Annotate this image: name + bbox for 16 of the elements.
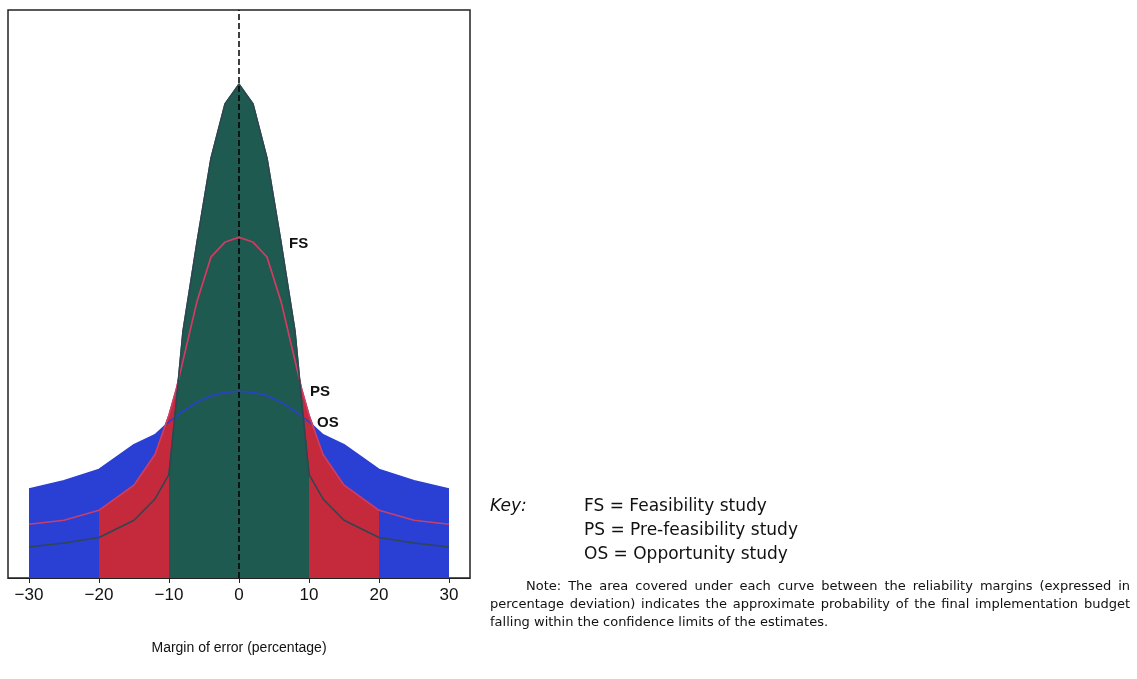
x-tick-label: 30 (439, 585, 459, 604)
text: Key: (490, 494, 528, 517)
series-label: FS (289, 233, 309, 251)
text: Note: The area covered under each curve between the reliability margins (expressed in percentage deviation) indicates the approximate probability of the final implementation budget falling within the confidence limits of the estimates. (490, 577, 1130, 631)
x-axis-title: Margin of error (percentage) (151, 639, 327, 655)
text: PS = Pre-feasibility study (584, 518, 798, 541)
text: OS = Opportunity study (584, 542, 789, 565)
x-tick-label: 20 (369, 585, 389, 604)
x-tick-label: −30 (14, 585, 44, 604)
x-tick-label: −10 (154, 585, 184, 604)
x-tick-label: −20 (84, 585, 114, 604)
x-tick-label: 10 (299, 585, 319, 604)
x-tick-label: 0 (234, 585, 244, 604)
series-label: PS (310, 381, 331, 399)
series-label: OS (317, 413, 339, 431)
text: FS = Feasibility study (584, 494, 768, 517)
